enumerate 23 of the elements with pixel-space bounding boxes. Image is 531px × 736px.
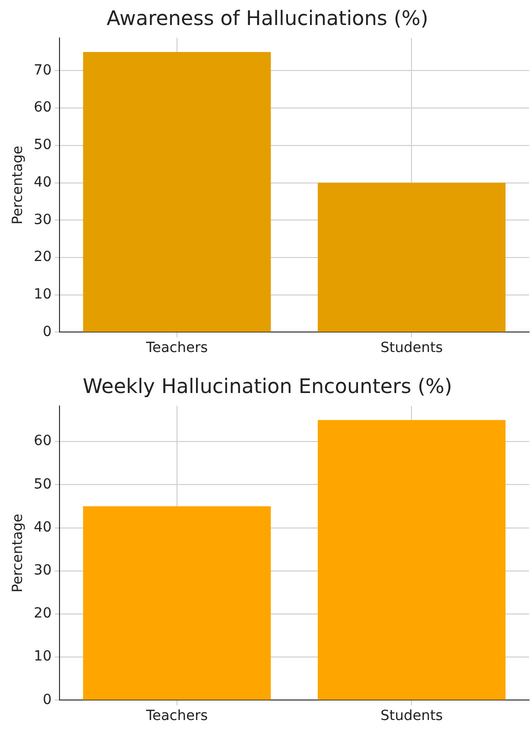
y-tick-label: 0 xyxy=(42,692,52,708)
y-tick-label: 20 xyxy=(34,249,52,266)
y-tick-label: 10 xyxy=(34,648,52,665)
x-tick-label: Students xyxy=(380,708,443,724)
chart-title: Weekly Hallucination Encounters (%) xyxy=(82,374,452,398)
y-tick-label: 40 xyxy=(34,519,52,536)
x-tick-label: Teachers xyxy=(145,708,208,724)
x-tick-label: Students xyxy=(380,340,443,356)
chart-title: Awareness of Hallucinations (%) xyxy=(106,6,428,30)
y-tick-label: 60 xyxy=(34,100,52,116)
y-tick-label: 20 xyxy=(34,606,52,622)
y-axis-title: Percentage xyxy=(10,146,26,224)
y-tick-label: 50 xyxy=(34,137,52,154)
y-tick-label: 40 xyxy=(34,174,52,190)
y-tick-label: 60 xyxy=(34,433,52,450)
y-tick-label: 50 xyxy=(34,476,52,492)
y-tick-label: 30 xyxy=(34,562,52,579)
y-tick-label: 30 xyxy=(34,212,52,228)
x-tick-label: Teachers xyxy=(145,340,208,356)
y-tick-label: 0 xyxy=(42,324,52,340)
y-axis-title: Percentage xyxy=(10,514,26,592)
y-tick-label: 70 xyxy=(34,62,52,78)
y-tick-label: 10 xyxy=(34,286,52,302)
